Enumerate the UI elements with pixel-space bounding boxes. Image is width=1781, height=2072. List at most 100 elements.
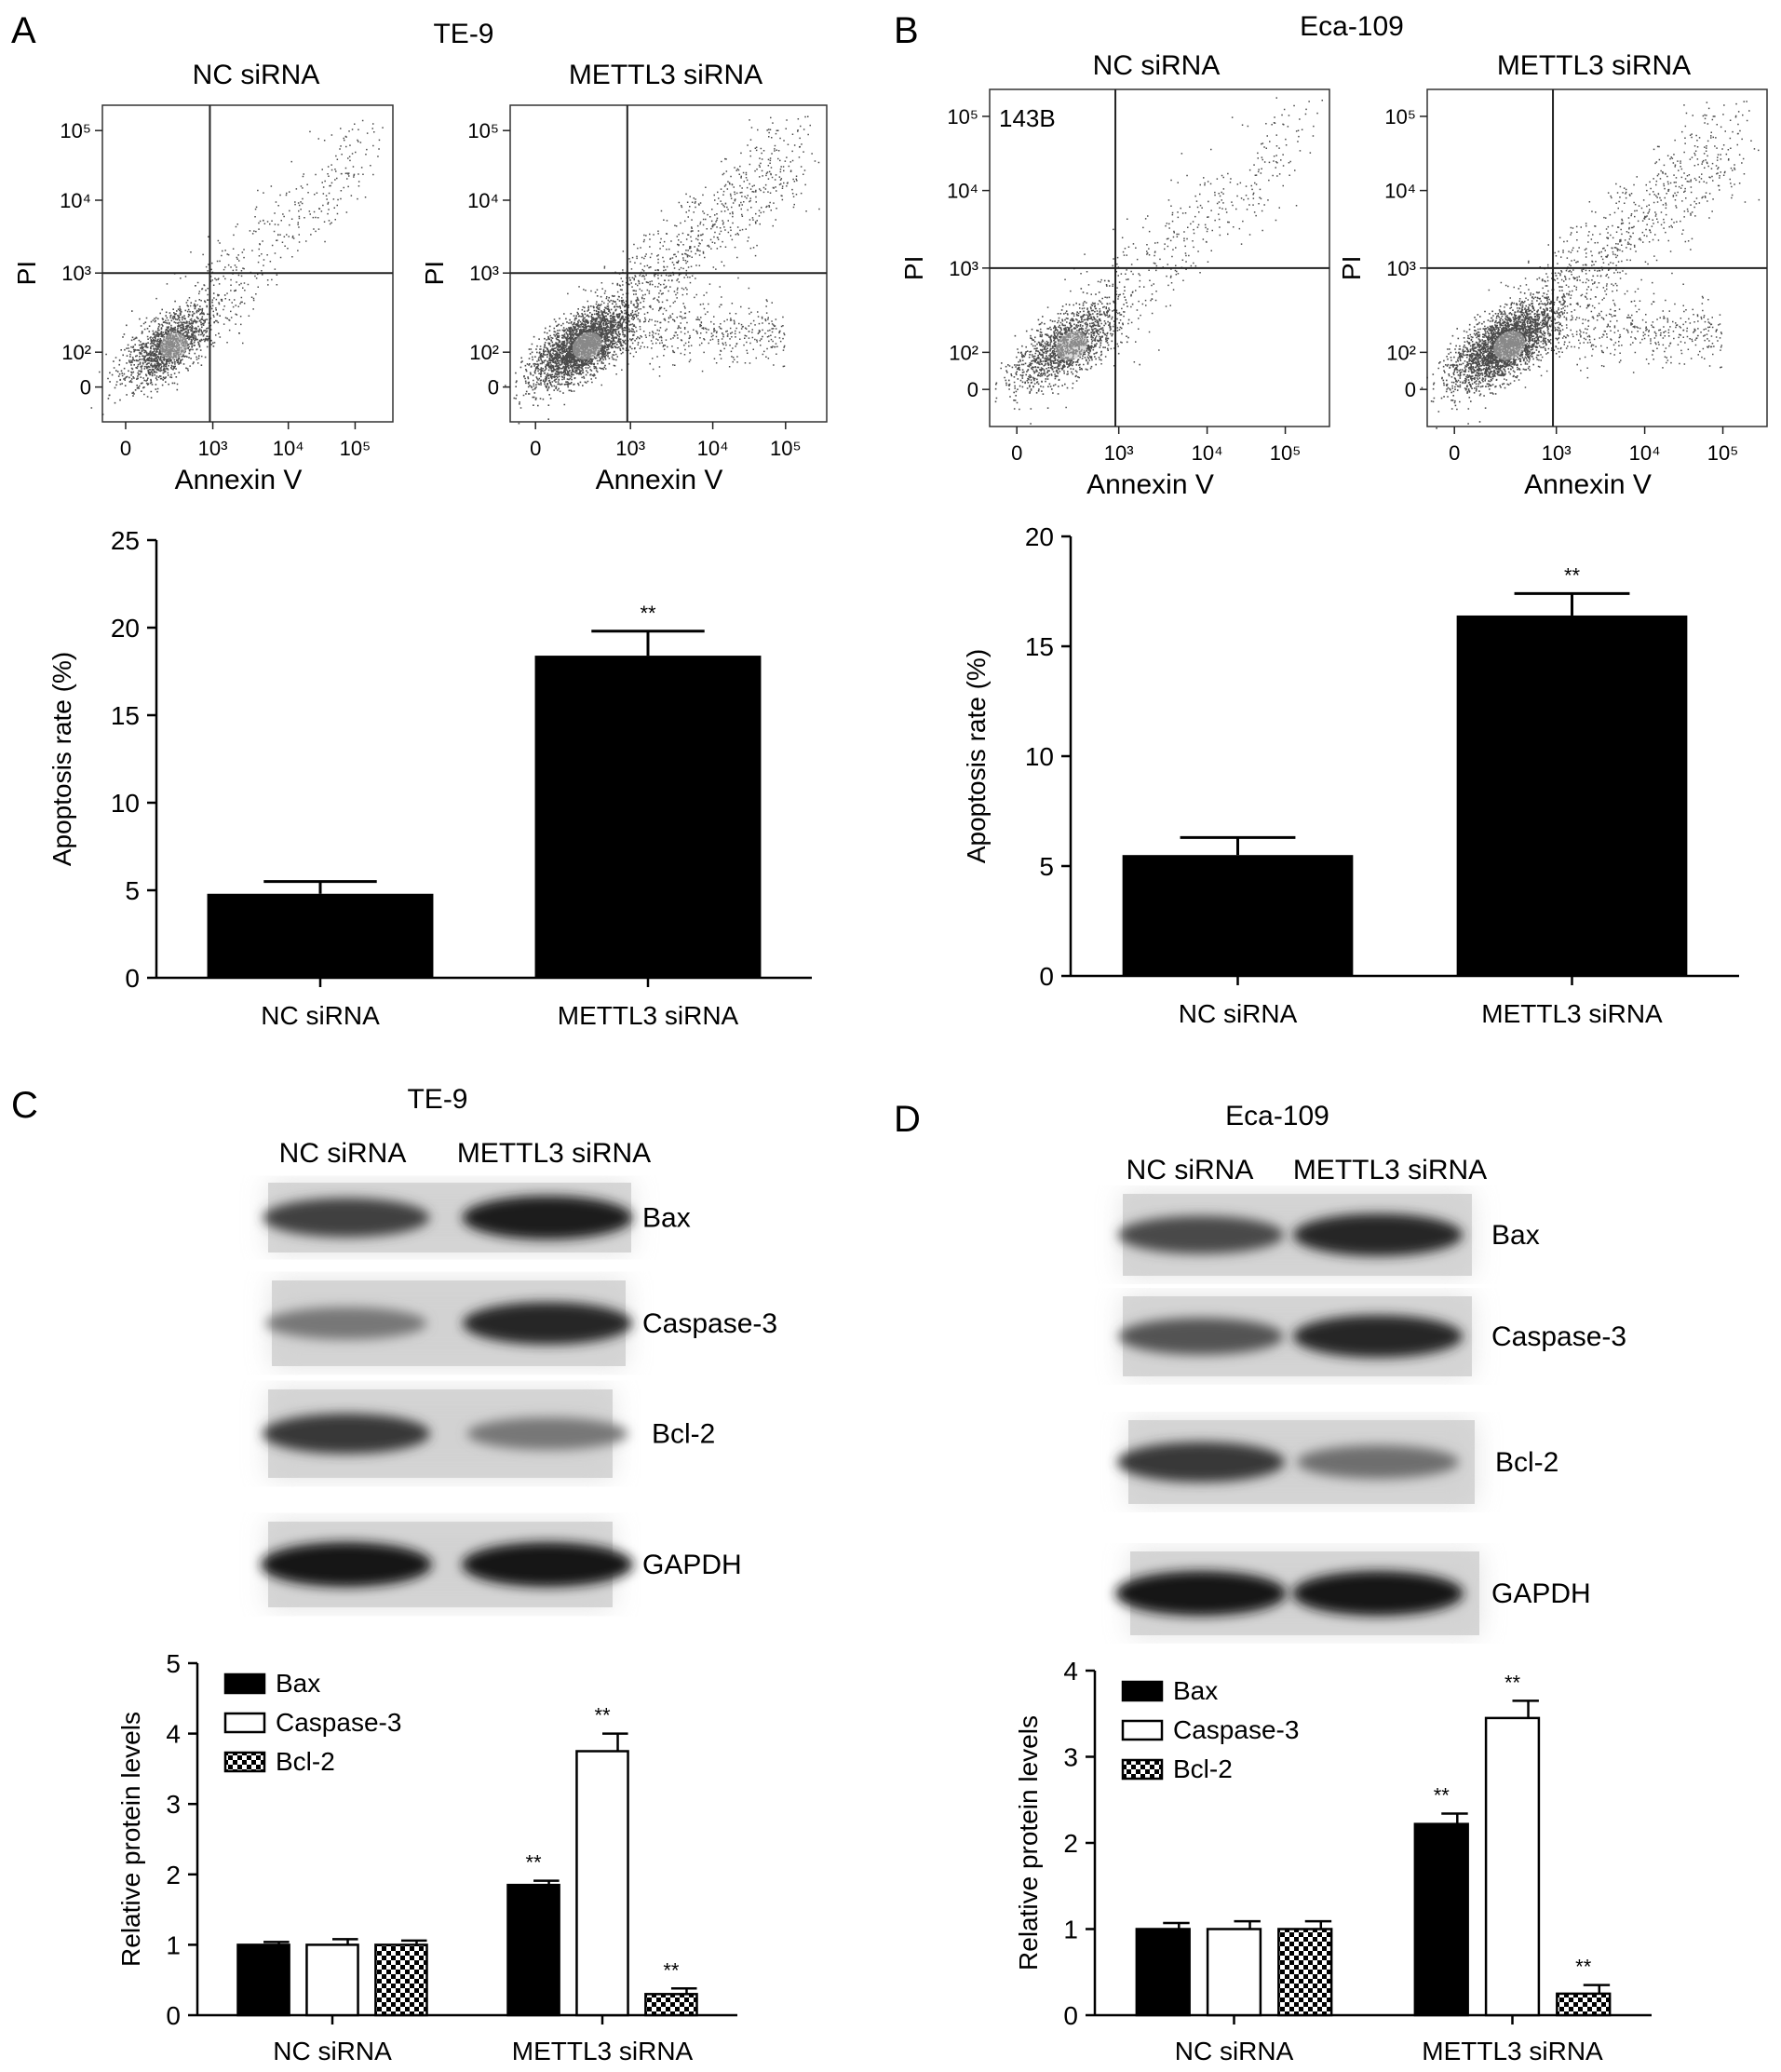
b-left-y-tick-label: 10³ bbox=[949, 257, 978, 280]
a-right-scatter-cloud bbox=[496, 115, 820, 425]
b-left-x-axis-label: Annexin V bbox=[1086, 469, 1214, 500]
b-left-x-tick-label: 10⁴ bbox=[1192, 441, 1223, 465]
a-y-tick-label: 10 bbox=[111, 789, 140, 818]
a-right-y-tick-label: 10⁴ bbox=[467, 189, 499, 212]
b-left-x-tick-label: 10³ bbox=[1104, 441, 1134, 465]
b-left-y-tick-label: 0 bbox=[967, 378, 978, 401]
a-left-x-tick-label: 10⁴ bbox=[273, 437, 304, 460]
b-left-y-axis-label: PI bbox=[899, 256, 928, 280]
panel-a-flow-plots: 0 10³ 10⁴ 10⁵ 0 10² 10³ 10⁴ 10⁵ Annexin V PI 0 10³ 10… bbox=[12, 104, 828, 495]
d-bar-bcl-2 bbox=[1277, 1928, 1333, 2017]
d-band-bcl-2-lane-2 bbox=[1297, 1445, 1459, 1479]
b-left-scatter-cloud bbox=[975, 97, 1323, 425]
a-category-label: NC siRNA bbox=[261, 1001, 380, 1030]
a-bar bbox=[534, 656, 762, 978]
a-y-tick-label: 25 bbox=[111, 526, 140, 555]
d-band-caspase-3-lane-2 bbox=[1293, 1315, 1463, 1358]
b-right-plot-frame bbox=[1426, 88, 1768, 427]
panel-c-lane-label-nc: NC siRNA bbox=[279, 1138, 407, 1169]
panel-a-cell-line: TE-9 bbox=[433, 19, 493, 49]
panel-c-lane-label-mettl3: METTL3 siRNA bbox=[457, 1138, 651, 1169]
a-left-y-tick-label: 10² bbox=[61, 341, 91, 364]
c-bar-caspase-3 bbox=[305, 1943, 359, 2017]
c-band-caspase-3-lane-2 bbox=[463, 1302, 632, 1345]
b-right-x-axis-label: Annexin V bbox=[1524, 469, 1652, 500]
b-right-x-tick-label: 10⁵ bbox=[1707, 441, 1739, 465]
b-right-y-tick-label: 10⁵ bbox=[1384, 105, 1416, 129]
c-legend-swatch-bax bbox=[223, 1672, 266, 1695]
a-left-y-axis-label: PI bbox=[12, 261, 41, 285]
d-category-label: NC siRNA bbox=[1175, 2037, 1294, 2065]
b-left-plot-frame bbox=[989, 88, 1330, 427]
d-significance-mark: ** bbox=[1575, 1956, 1592, 1979]
a-bar bbox=[207, 893, 434, 978]
b-right-x-tick-label: 10³ bbox=[1542, 441, 1572, 465]
d-y-tick-label: 3 bbox=[1063, 1743, 1078, 1772]
a-right-y-axis-label: PI bbox=[420, 261, 449, 285]
panel-b-apoptosis-chart: 0 5 10 15 20 NC siRNA ** METTL3 siRNA Apoptosis … bbox=[962, 522, 1739, 1028]
a-y-tick-label: 5 bbox=[125, 876, 140, 905]
c-band-gapdh-lane-1 bbox=[261, 1542, 432, 1587]
panel-c-cell-line: TE-9 bbox=[407, 1084, 467, 1115]
panel-letter-d: D bbox=[894, 1099, 921, 1140]
d-bar-caspase-3 bbox=[1206, 1928, 1262, 2017]
c-bar-bax bbox=[236, 1943, 290, 2017]
d-band-gapdh-lane-2 bbox=[1292, 1571, 1464, 1616]
c-significance-mark: ** bbox=[525, 1851, 542, 1875]
d-y-tick-label: 2 bbox=[1063, 1829, 1078, 1858]
b-bar bbox=[1456, 615, 1688, 976]
c-y-tick-label: 5 bbox=[166, 1649, 181, 1678]
d-band-bax-lane-1 bbox=[1118, 1215, 1284, 1254]
a-left-x-tick-label: 10⁵ bbox=[340, 437, 371, 460]
d-band-label: Caspase-3 bbox=[1491, 1321, 1626, 1352]
c-band-bax-lane-2 bbox=[462, 1196, 633, 1239]
c-legend-label: Caspase-3 bbox=[276, 1708, 401, 1737]
d-legend-swatch-caspase-3 bbox=[1121, 1719, 1164, 1741]
c-bar-bcl-2 bbox=[644, 1993, 698, 2017]
d-legend-label: Caspase-3 bbox=[1173, 1715, 1299, 1744]
b-right-scatter-cloud bbox=[1412, 101, 1761, 429]
panel-c-western-blot: Bax Caspase-3 Bcl-2 GAPDH bbox=[261, 1183, 777, 1607]
a-left-y-tick-label: 10⁵ bbox=[60, 119, 91, 142]
a-y-tick-label: 20 bbox=[111, 614, 140, 643]
d-y-tick-label: 4 bbox=[1063, 1657, 1078, 1686]
b-left-x-tick-label: 0 bbox=[1011, 441, 1022, 465]
d-y-tick-label: 1 bbox=[1063, 1916, 1078, 1944]
c-legend-label: Bax bbox=[276, 1669, 320, 1698]
b-y-tick-label: 20 bbox=[1025, 522, 1054, 551]
a-left-x-axis-label: Annexin V bbox=[175, 465, 303, 495]
b-inset-label: 143B bbox=[999, 104, 1056, 132]
c-band-label: GAPDH bbox=[642, 1550, 742, 1580]
d-band-caspase-3-lane-1 bbox=[1118, 1318, 1284, 1355]
c-bar-bax bbox=[506, 1883, 560, 2017]
c-bar-bcl-2 bbox=[374, 1943, 428, 2017]
d-legend-label: Bax bbox=[1173, 1676, 1218, 1705]
c-blot-strip-caspase-3 bbox=[265, 1280, 632, 1366]
panel-c-protein-chart: 0 1 2 3 4 5 NC siRNA ** ** ** METTL3 siRNA Bax Caspa… bbox=[116, 1649, 737, 2065]
panel-b-cell-line: Eca-109 bbox=[1300, 11, 1404, 42]
b-y-tick-label: 5 bbox=[1039, 852, 1054, 881]
d-band-gapdh-lane-1 bbox=[1115, 1571, 1287, 1616]
a-left-y-tick-label: 10⁴ bbox=[60, 189, 91, 212]
panel-letter-b: B bbox=[894, 10, 919, 51]
a-right-plot-frame bbox=[509, 104, 828, 423]
d-legend-swatch-bcl-2 bbox=[1121, 1758, 1164, 1781]
d-legend-swatch-bax bbox=[1121, 1680, 1164, 1702]
b-category-label: NC siRNA bbox=[1179, 999, 1298, 1028]
c-band-label: Bax bbox=[642, 1203, 691, 1234]
a-right-x-axis-label: Annexin V bbox=[596, 465, 723, 495]
a-right-x-tick-label: 10⁵ bbox=[770, 437, 802, 460]
panel-d-lane-label-nc: NC siRNA bbox=[1127, 1155, 1254, 1185]
panel-d-lane-label-mettl3: METTL3 siRNA bbox=[1293, 1155, 1487, 1185]
b-left-y-tick-label: 10⁴ bbox=[947, 180, 978, 203]
d-band-label: GAPDH bbox=[1491, 1578, 1591, 1609]
a-y-tick-label: 15 bbox=[111, 701, 140, 730]
c-category-label: NC siRNA bbox=[273, 2037, 392, 2065]
a-left-y-tick-label: 10³ bbox=[61, 262, 91, 285]
panel-letter-a: A bbox=[11, 10, 36, 51]
b-right-y-tick-label: 10³ bbox=[1386, 257, 1416, 280]
b-bar bbox=[1122, 855, 1354, 976]
c-y-axis-label: Relative protein levels bbox=[116, 1712, 145, 1967]
b-y-axis-label: Apoptosis rate (%) bbox=[962, 649, 991, 863]
a-left-scatter-cloud bbox=[90, 119, 384, 415]
